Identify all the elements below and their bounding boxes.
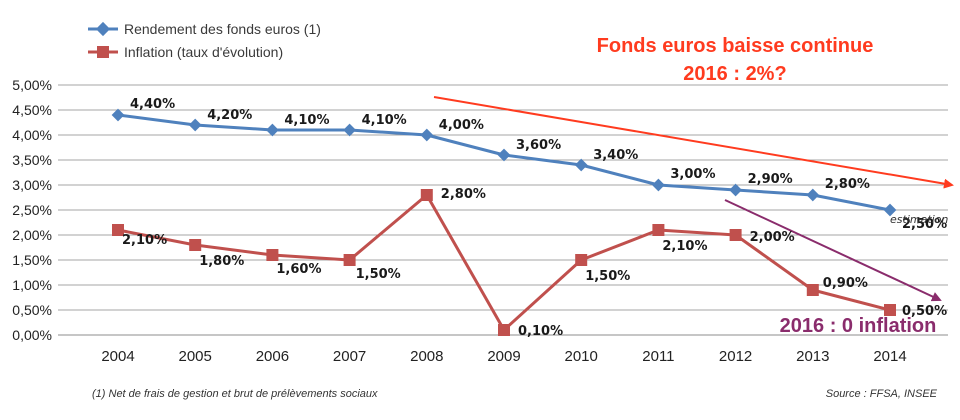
data-point-fonds — [343, 123, 356, 137]
legend-marker-square — [97, 46, 109, 58]
y-tick-label: 5,00% — [12, 77, 52, 93]
y-tick-label: 4,50% — [12, 102, 52, 118]
data-point-fonds — [652, 178, 665, 192]
data-label-inflation: 2,10% — [662, 239, 707, 254]
data-point-fonds — [111, 108, 125, 122]
data-label-fonds: 3,40% — [593, 148, 638, 163]
y-tick-label: 0,00% — [12, 327, 52, 343]
data-point-inflation — [266, 249, 279, 261]
data-point-fonds — [420, 128, 434, 142]
y-tick-label: 2,50% — [12, 202, 52, 218]
data-point-fonds — [266, 123, 279, 137]
legend: Rendement des fonds euros (1) Inflation … — [88, 21, 321, 60]
y-tick-label: 2,00% — [12, 227, 52, 243]
series-line-fonds — [117, 113, 891, 212]
annotation-fonds-subtitle: 2016 : 2%? — [683, 63, 786, 85]
y-tick-label: 4,00% — [12, 127, 52, 143]
trend-arrow-inflation — [724, 199, 942, 302]
estimation-note: estimation — [890, 213, 948, 226]
y-tick-label: 3,00% — [12, 177, 52, 193]
x-tick-label: 2011 — [642, 348, 674, 365]
x-axis-ticks: 2004 2005 2006 2007 2008 2009 2010 2011 2012 2013… — [101, 348, 906, 365]
x-tick-label: 2008 — [410, 348, 443, 365]
data-label-inflation: 0,10% — [518, 324, 563, 339]
y-tick-label: 0,50% — [12, 302, 52, 318]
data-label-fonds: 3,60% — [516, 138, 561, 153]
data-label-inflation: 2,00% — [750, 230, 795, 245]
y-axis-ticks: 0,00% 0,50% 1,00% 1,50% 2,00% 2,50% 3,00% 3,50%… — [12, 77, 52, 343]
legend-label-fonds: Rendement des fonds euros (1) — [124, 21, 321, 37]
data-label-fonds: 4,10% — [362, 113, 407, 128]
data-point-inflation — [575, 254, 588, 266]
data-label-inflation: 1,80% — [199, 254, 244, 269]
series-lines — [111, 108, 897, 336]
legend-marker-diamond — [95, 21, 111, 37]
x-tick-label: 2006 — [256, 348, 289, 365]
x-tick-label: 2012 — [719, 348, 752, 365]
data-point-fonds — [806, 188, 820, 202]
data-label-fonds: 4,00% — [439, 118, 484, 133]
data-label-inflation: 1,60% — [276, 262, 321, 277]
data-point-inflation — [806, 284, 819, 296]
data-label-inflation: 0,90% — [823, 276, 868, 291]
x-tick-label: 2013 — [796, 348, 829, 365]
data-point-inflation — [729, 229, 742, 241]
footnote: (1) Net de frais de gestion et brut de p… — [92, 388, 378, 400]
x-tick-label: 2009 — [487, 348, 520, 365]
data-point-inflation — [884, 304, 896, 316]
x-tick-label: 2005 — [179, 348, 212, 365]
data-point-inflation — [189, 239, 202, 251]
y-tick-label: 1,50% — [12, 252, 52, 268]
x-tick-label: 2004 — [101, 348, 134, 365]
data-label-fonds: 2,90% — [748, 172, 793, 187]
x-tick-label: 2010 — [565, 348, 598, 365]
y-tick-label: 1,00% — [12, 277, 52, 293]
data-label-fonds: 4,20% — [207, 108, 252, 123]
data-point-inflation — [112, 224, 124, 236]
source-note: Source : FFSA, INSEE — [826, 388, 938, 400]
data-label-fonds: 4,10% — [284, 113, 329, 128]
data-label-fonds: 4,40% — [130, 97, 175, 112]
data-labels: 4,40% 4,20% 4,10% 4,10% 4,00% 3,60% 3,40% 3,00%… — [122, 97, 948, 339]
data-label-fonds: 2,50% — [902, 217, 947, 232]
data-point-inflation — [343, 254, 356, 266]
data-point-fonds — [574, 158, 588, 172]
data-label-inflation: 2,10% — [122, 233, 167, 248]
annotation-inflation: 2016 : 0 inflation — [780, 315, 937, 337]
data-point-inflation — [420, 189, 433, 201]
y-tick-label: 3,50% — [12, 152, 52, 168]
data-label-inflation: 0,50% — [902, 304, 947, 319]
data-point-fonds — [188, 118, 202, 132]
trend-arrow-fonds — [433, 96, 954, 189]
data-label-inflation: 1,50% — [356, 267, 401, 282]
x-tick-label: 2007 — [333, 348, 366, 365]
data-label-inflation: 1,50% — [585, 269, 630, 284]
grid-lines — [58, 84, 948, 336]
data-point-fonds — [497, 148, 511, 162]
legend-label-inflation: Inflation (taux d'évolution) — [124, 44, 283, 60]
data-point-fonds — [729, 183, 742, 197]
data-label-fonds: 3,00% — [670, 167, 715, 182]
data-point-inflation — [498, 324, 510, 336]
data-label-fonds: 2,80% — [825, 177, 870, 192]
trend-arrows — [433, 96, 954, 302]
data-point-inflation — [652, 224, 665, 236]
data-label-inflation: 2,80% — [441, 187, 486, 202]
x-tick-label: 2014 — [873, 348, 906, 365]
annotation-fonds-title: Fonds euros baisse continue — [597, 35, 874, 57]
